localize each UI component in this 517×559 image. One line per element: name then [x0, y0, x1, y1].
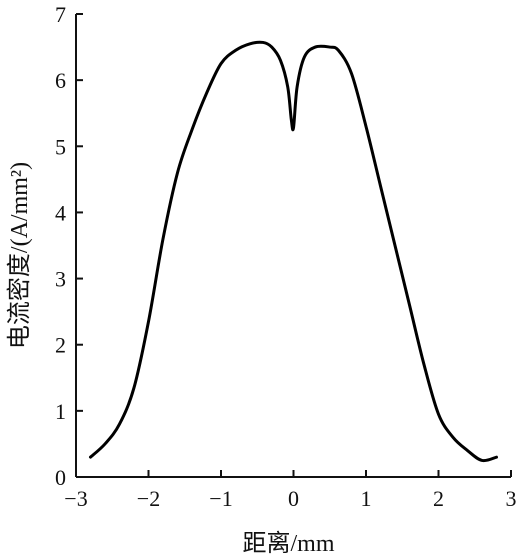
- y-tick-label: 0: [55, 465, 66, 490]
- x-tick-label: −3: [64, 486, 87, 511]
- y-tick-label: 6: [55, 68, 66, 93]
- y-axis-title: 电流密度/(A/mm²): [6, 162, 33, 349]
- x-ticks: [75, 470, 512, 477]
- y-tick-label: 5: [55, 134, 66, 159]
- x-tick-labels: −3 −2 −1 0 1 2 3: [64, 486, 516, 511]
- x-tick-label: 2: [433, 486, 444, 511]
- y-tick-label: 7: [55, 2, 66, 27]
- y-tick-label: 1: [55, 399, 66, 424]
- x-tick-label: 0: [288, 486, 299, 511]
- x-tick-label: −2: [137, 486, 160, 511]
- series-line: [89, 40, 498, 463]
- x-axis-title: 距离/mm: [242, 530, 334, 557]
- plot-area: −3 −2 −1 0 1 2 3 0 1 2 3 4 5 6 7: [55, 2, 517, 511]
- x-tick-label: 1: [361, 486, 372, 511]
- x-tick-label: −1: [209, 486, 232, 511]
- y-ticks: [76, 13, 83, 478]
- x-tick-label: 3: [506, 486, 517, 511]
- y-tick-labels: 0 1 2 3 4 5 6 7: [55, 2, 66, 490]
- y-tick-label: 4: [55, 200, 66, 225]
- y-tick-label: 2: [55, 333, 66, 358]
- y-tick-label: 3: [55, 267, 66, 292]
